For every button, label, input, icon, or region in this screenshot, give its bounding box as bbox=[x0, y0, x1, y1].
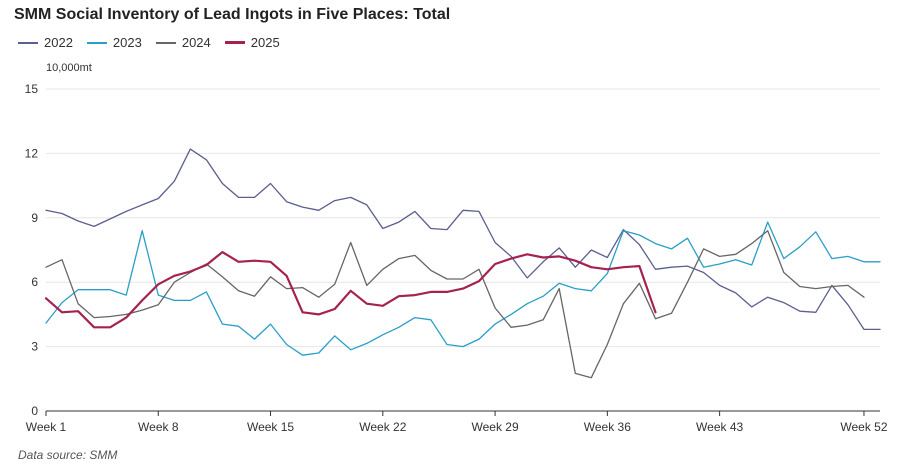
y-tick-label: 0 bbox=[31, 404, 38, 418]
series-line-2023 bbox=[45, 221, 881, 356]
legend-swatch-2022 bbox=[18, 41, 38, 44]
series-line-2022 bbox=[45, 148, 881, 331]
x-tick-label: Week 15 bbox=[247, 420, 294, 434]
legend-swatch-2025 bbox=[224, 41, 245, 44]
x-tick-label: Week 29 bbox=[472, 420, 519, 434]
y-axis-unit-label: 10,000mt bbox=[46, 62, 92, 74]
legend-item-2024[interactable]: 2024 bbox=[155, 35, 211, 50]
x-tick-label: Week 22 bbox=[359, 420, 406, 434]
y-tick-label: 3 bbox=[31, 340, 38, 354]
x-tick-label: Week 8 bbox=[138, 420, 179, 434]
legend-item-2023[interactable]: 2023 bbox=[86, 35, 142, 50]
y-tick-label: 6 bbox=[31, 275, 38, 289]
legend-label-2025: 2025 bbox=[250, 35, 280, 50]
y-tick-label: 15 bbox=[25, 82, 39, 96]
series-line-2025 bbox=[44, 251, 657, 329]
legend-label-2022: 2022 bbox=[44, 35, 73, 50]
legend-label-2023: 2023 bbox=[112, 35, 142, 50]
legend-label-2024: 2024 bbox=[181, 35, 211, 50]
data-source-note: Data source: SMM bbox=[18, 448, 118, 462]
y-tick-label: 9 bbox=[31, 211, 38, 225]
legend: 2022 2023 2024 2025 bbox=[18, 35, 280, 50]
legend-swatch-2023 bbox=[86, 41, 107, 44]
legend-item-2025[interactable]: 2025 bbox=[224, 35, 280, 50]
chart-title: SMM Social Inventory of Lead Ingots in F… bbox=[14, 6, 451, 23]
x-tick-label: Week 43 bbox=[696, 420, 743, 434]
x-tick-label: Week 36 bbox=[584, 420, 631, 434]
legend-item-2022[interactable]: 2022 bbox=[18, 35, 73, 50]
legend-swatch-2024 bbox=[155, 41, 176, 44]
x-tick-label: Week 52 bbox=[840, 420, 887, 434]
x-tick-label: Week 1 bbox=[26, 420, 67, 434]
series-line-2024 bbox=[45, 230, 865, 379]
y-tick-label: 12 bbox=[25, 146, 39, 160]
